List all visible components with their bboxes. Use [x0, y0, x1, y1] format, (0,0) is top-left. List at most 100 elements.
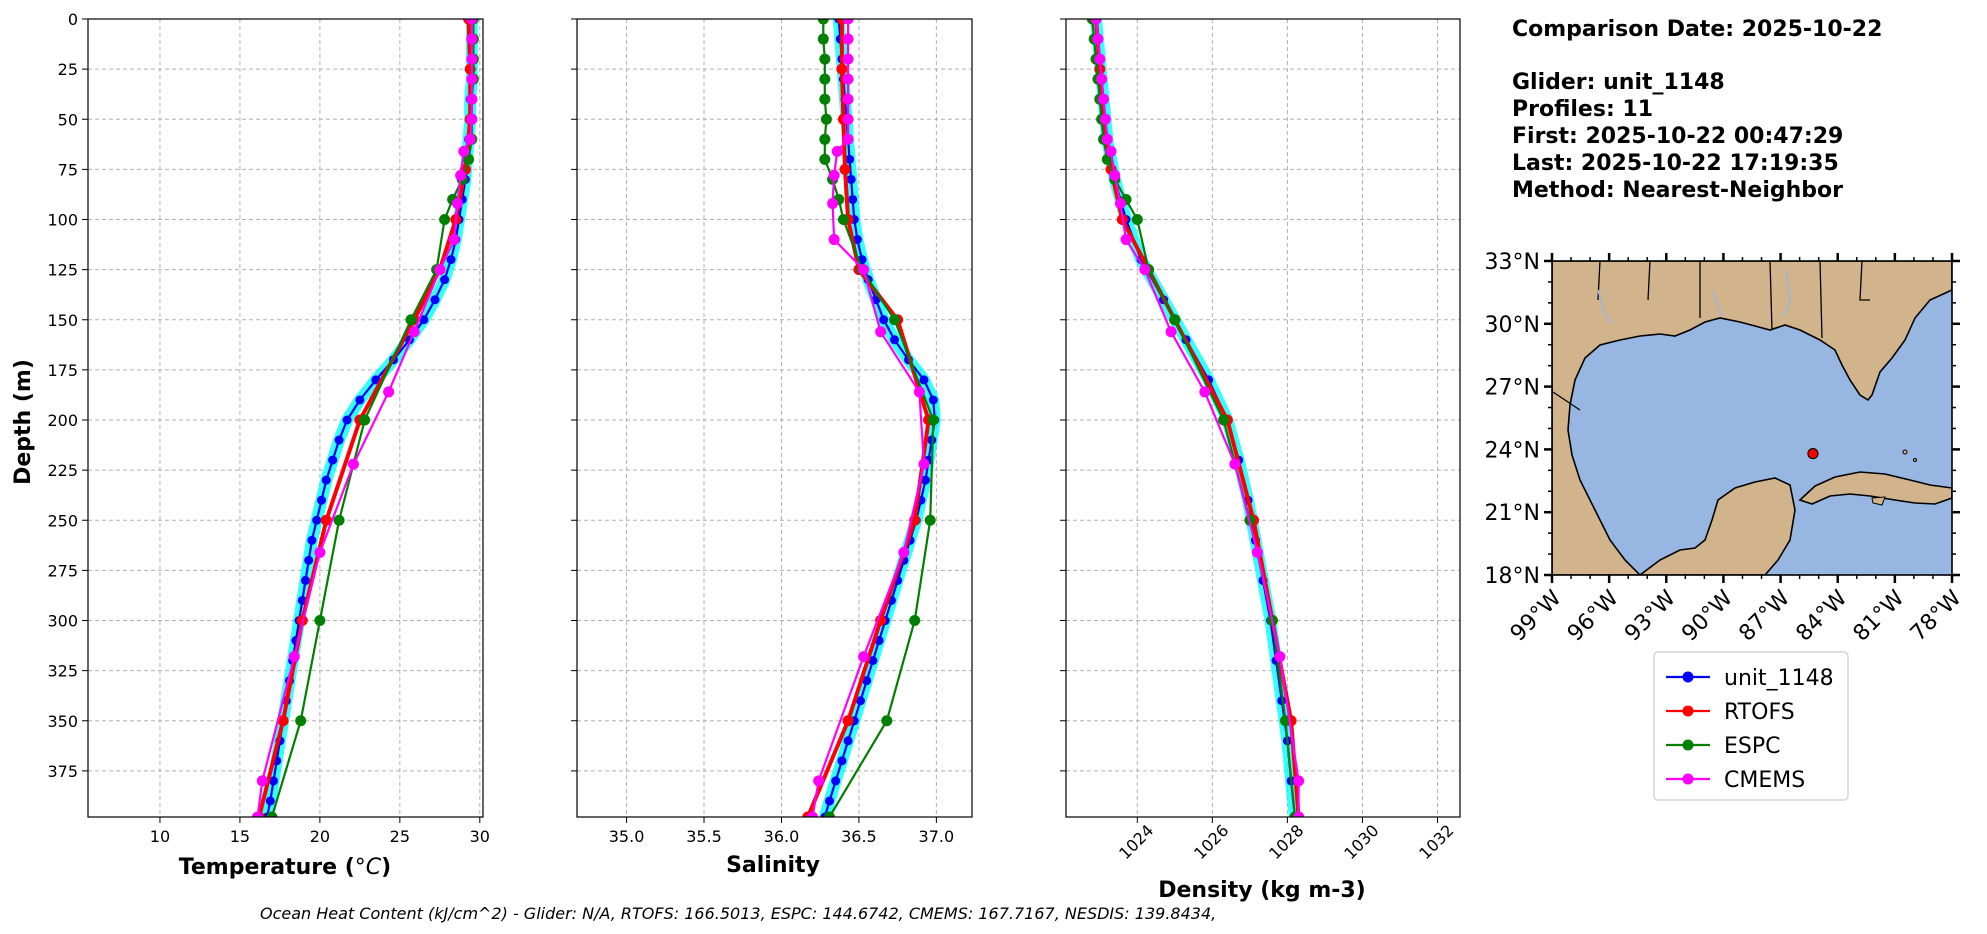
data-point-espc [333, 514, 345, 526]
data-point-cmems [347, 458, 359, 470]
density-axis-label: Density (kg m-3) [1158, 878, 1366, 903]
data-point-espc [266, 811, 278, 817]
data-point-cmems [1090, 19, 1102, 25]
data-point-unit_1148 [321, 475, 331, 485]
data-point-cmems [451, 197, 463, 209]
data-point-unit_1148 [307, 535, 317, 545]
legend-marker [1682, 773, 1694, 785]
glider-location-marker [1807, 447, 1819, 460]
map-borders [1552, 261, 1870, 411]
data-point-rtofs [320, 514, 332, 526]
data-point-unit_1148 [312, 515, 322, 525]
density-panel: 1024 1026 1028 1030 1032 [1060, 18, 1461, 863]
data-point-unit_1148 [862, 676, 872, 686]
data-point-cmems [842, 93, 854, 105]
legend-marker [1682, 739, 1694, 751]
data-point-espc [837, 214, 849, 226]
series-group [802, 19, 941, 817]
y-tick-label: 350 [47, 712, 78, 731]
series-group [1086, 19, 1305, 817]
series-line-espc [270, 19, 475, 817]
data-point-unit_1148 [419, 315, 429, 325]
data-point-cmems [1114, 197, 1126, 209]
data-point-cmems [842, 19, 854, 25]
data-point-unit_1148 [316, 495, 326, 505]
salinity-axis-label: Salinity [726, 853, 820, 878]
data-point-unit_1148 [879, 315, 889, 325]
data-point-cmems [831, 145, 843, 157]
data-point-cmems [464, 133, 476, 145]
legend-label: ESPC [1724, 734, 1781, 759]
info-line: Glider: unit_1148 [1512, 70, 1725, 95]
location-map: 33°N 30°N 27°N 24°N 21°N 18°N99°W96°W93°W90°W… [1485, 250, 1967, 646]
data-point-unit_1148 [848, 194, 858, 204]
data-point-cmems [1101, 133, 1113, 145]
data-point-unit_1148 [355, 395, 365, 405]
data-point-espc [909, 615, 921, 627]
data-point-unit_1148 [265, 796, 275, 806]
data-point-espc [881, 715, 893, 727]
data-point-cmems [1251, 546, 1263, 558]
y-tick-label: 325 [47, 662, 78, 681]
y-tick-label: 200 [47, 411, 78, 430]
data-point-cmems [842, 53, 854, 65]
data-point-espc [295, 715, 307, 727]
legend-marker [1682, 671, 1694, 683]
info-line: Method: Nearest-Neighbor [1512, 178, 1843, 203]
info-line: First: 2025-10-22 00:47:29 [1512, 124, 1843, 149]
legend: unit_1148 RTOFS ESPC CMEMS [1653, 651, 1849, 801]
data-point-unit_1148 [928, 395, 938, 405]
info-line: Comparison Date: 2025-10-22 [1512, 17, 1882, 42]
data-point-espc [819, 93, 831, 105]
data-point-cmems [1099, 113, 1111, 125]
legend-frame [1653, 651, 1849, 801]
legend-marker [1682, 705, 1694, 717]
lat-tick-label: 24°N [1485, 438, 1540, 463]
data-point-unit_1148 [843, 736, 853, 746]
data-point-cmems [1139, 264, 1151, 276]
data-point-cmems [314, 546, 326, 558]
y-tick-label: 75 [58, 160, 78, 179]
y-tick-label: 300 [47, 612, 78, 631]
data-point-cmems [1293, 775, 1305, 787]
x-tick-label: 35.0 [609, 827, 645, 846]
data-point-unit_1148 [868, 656, 878, 666]
data-point-espc [927, 414, 939, 426]
map-land-south [1638, 477, 1796, 575]
data-point-cmems [1199, 386, 1211, 398]
lon-tick-label: 90°W [1677, 586, 1738, 647]
data-point-cmems [842, 33, 854, 45]
map-land-north [1552, 261, 1952, 575]
map-rivers [1597, 269, 1791, 325]
data-point-cmems [1120, 234, 1132, 246]
legend-label: RTOFS [1724, 700, 1795, 725]
series-line-unit_1148 [1094, 19, 1296, 817]
data-point-cmems [1274, 651, 1286, 663]
lon-tick-label: 99°W [1506, 586, 1567, 647]
data-point-cmems [256, 775, 268, 787]
data-point-rtofs [839, 163, 851, 175]
y-tick-label: 150 [47, 311, 78, 330]
map-land-cuba [1798, 471, 1952, 505]
y-tick-label: 250 [47, 511, 78, 530]
y-tick-label: 0 [68, 10, 78, 29]
y-tick-label: 175 [47, 361, 78, 380]
data-point-cmems [898, 546, 910, 558]
data-point-espc [924, 514, 936, 526]
data-point-unit_1148 [921, 475, 931, 485]
lat-tick-label: 27°N [1485, 376, 1540, 401]
temperature-unit: °C [355, 855, 382, 880]
data-point-unit_1148 [846, 174, 856, 184]
x-tick-label: 10 [150, 827, 170, 846]
data-point-espc [1218, 414, 1230, 426]
footer-ohc-text: Ocean Heat Content (kJ/cm^2) - Glider: N… [260, 904, 1216, 923]
x-tick-label: 15 [230, 827, 250, 846]
data-point-cmems [408, 326, 420, 338]
data-point-cmems [918, 458, 930, 470]
data-point-cmems [252, 811, 264, 817]
x-tick-label: 1032 [1415, 821, 1457, 863]
series-line-unit_1148 [823, 19, 936, 817]
lon-tick-label: 81°W [1849, 586, 1910, 647]
map-island [1913, 458, 1917, 462]
x-tick-label: 1026 [1190, 821, 1232, 863]
